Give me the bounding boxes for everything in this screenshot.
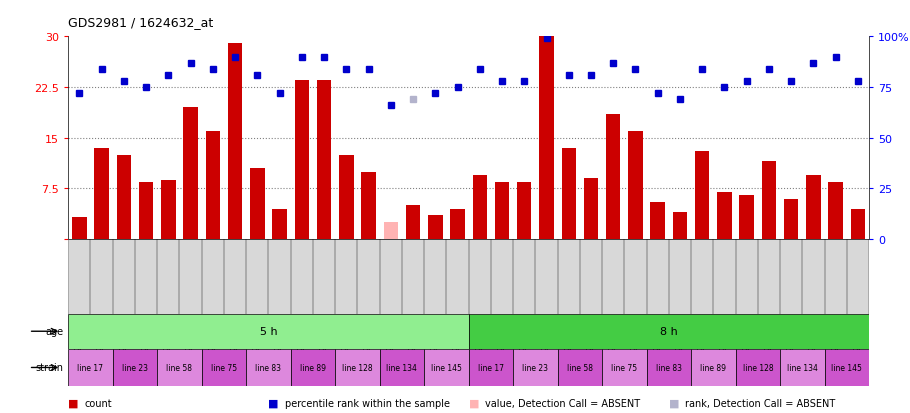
Bar	[762, 162, 776, 240]
Text: line 83: line 83	[256, 363, 281, 372]
Text: ■: ■	[669, 398, 680, 408]
Bar	[561, 148, 576, 240]
Bar	[206, 132, 220, 240]
Text: line 75: line 75	[612, 363, 637, 372]
Text: line 75: line 75	[211, 363, 237, 372]
Bar	[139, 182, 153, 240]
Text: line 145: line 145	[832, 363, 863, 372]
Text: ■: ■	[268, 398, 279, 408]
Bar	[558, 349, 602, 386]
Text: line 83: line 83	[656, 363, 682, 372]
Text: line 145: line 145	[431, 363, 462, 372]
Text: line 128: line 128	[743, 363, 774, 372]
Bar	[695, 152, 710, 240]
Bar	[513, 349, 558, 386]
Text: line 134: line 134	[787, 363, 818, 372]
Bar	[335, 349, 379, 386]
Bar	[628, 132, 642, 240]
Bar	[806, 176, 821, 240]
Bar	[95, 148, 109, 240]
Bar	[828, 182, 843, 240]
Bar	[228, 44, 242, 240]
Text: line 89: line 89	[300, 363, 326, 372]
Bar	[735, 349, 780, 386]
Text: count: count	[85, 398, 112, 408]
Bar	[202, 349, 247, 386]
Text: line 58: line 58	[567, 363, 593, 372]
Text: GDS2981 / 1624632_at: GDS2981 / 1624632_at	[68, 16, 214, 29]
Bar	[157, 349, 202, 386]
Bar	[606, 115, 621, 240]
Bar	[68, 349, 113, 386]
Bar	[469, 349, 513, 386]
Bar	[379, 349, 424, 386]
Bar	[424, 349, 469, 386]
Bar	[317, 81, 331, 240]
Bar	[290, 349, 335, 386]
Bar	[339, 155, 353, 240]
Text: line 58: line 58	[167, 363, 193, 372]
Bar	[780, 349, 824, 386]
Bar	[851, 209, 865, 240]
Text: percentile rank within the sample: percentile rank within the sample	[285, 398, 450, 408]
Text: 5 h: 5 h	[259, 326, 278, 337]
Bar	[672, 213, 687, 240]
Bar	[784, 199, 798, 240]
Text: line 23: line 23	[522, 363, 549, 372]
Text: rank, Detection Call = ABSENT: rank, Detection Call = ABSENT	[685, 398, 835, 408]
Bar	[116, 155, 131, 240]
Bar	[584, 179, 598, 240]
Bar	[469, 314, 869, 349]
Bar	[428, 216, 442, 240]
Bar	[272, 209, 287, 240]
Text: line 23: line 23	[122, 363, 148, 372]
Bar	[184, 108, 197, 240]
Text: value, Detection Call = ABSENT: value, Detection Call = ABSENT	[485, 398, 640, 408]
Bar	[495, 182, 510, 240]
Text: line 17: line 17	[77, 363, 104, 372]
Bar	[250, 169, 265, 240]
Text: age: age	[46, 326, 64, 337]
Text: line 128: line 128	[342, 363, 373, 372]
Bar	[113, 349, 157, 386]
Bar	[72, 218, 86, 240]
Bar	[361, 172, 376, 240]
Text: line 17: line 17	[478, 363, 504, 372]
Bar	[740, 196, 753, 240]
Bar	[247, 349, 290, 386]
Text: 8 h: 8 h	[660, 326, 678, 337]
Text: ■: ■	[68, 398, 79, 408]
Bar	[824, 349, 869, 386]
Text: line 89: line 89	[701, 363, 726, 372]
Bar	[384, 223, 398, 240]
Text: strain: strain	[35, 363, 64, 373]
Bar	[68, 314, 469, 349]
Bar	[717, 192, 732, 240]
Bar	[295, 81, 309, 240]
Bar	[602, 349, 647, 386]
Bar	[472, 176, 487, 240]
Bar	[406, 206, 420, 240]
Text: ■: ■	[469, 398, 480, 408]
Bar	[691, 349, 735, 386]
Bar	[517, 182, 531, 240]
Bar	[651, 202, 665, 240]
Bar	[450, 209, 465, 240]
Bar	[647, 349, 691, 386]
Bar	[540, 37, 553, 240]
Bar	[161, 181, 176, 240]
Text: line 134: line 134	[387, 363, 418, 372]
